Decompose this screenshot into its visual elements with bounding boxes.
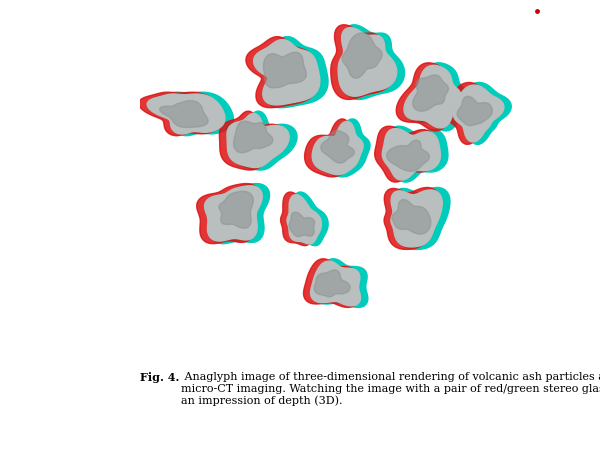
- Polygon shape: [454, 85, 504, 142]
- Polygon shape: [220, 111, 287, 170]
- Polygon shape: [304, 259, 358, 308]
- Polygon shape: [392, 199, 431, 234]
- Polygon shape: [446, 83, 501, 145]
- Polygon shape: [205, 186, 262, 241]
- Polygon shape: [281, 192, 318, 246]
- Polygon shape: [290, 192, 328, 246]
- Polygon shape: [391, 190, 442, 247]
- Polygon shape: [331, 25, 394, 99]
- Polygon shape: [233, 121, 273, 153]
- Polygon shape: [312, 121, 363, 175]
- Polygon shape: [457, 96, 493, 126]
- Polygon shape: [287, 195, 322, 244]
- Polygon shape: [311, 261, 361, 306]
- Polygon shape: [396, 63, 458, 131]
- Polygon shape: [246, 37, 318, 108]
- Polygon shape: [139, 92, 223, 136]
- Polygon shape: [289, 212, 314, 237]
- Polygon shape: [394, 188, 450, 249]
- Text: Fig. 4.: Fig. 4.: [140, 372, 179, 383]
- Polygon shape: [219, 191, 253, 228]
- Polygon shape: [341, 25, 404, 99]
- Polygon shape: [256, 37, 328, 108]
- Text: 500 μm: 500 μm: [397, 346, 442, 359]
- Text: Anaglyph image of three-dimensional rendering of volcanic ash particles after
mi: Anaglyph image of three-dimensional rend…: [181, 372, 600, 406]
- Polygon shape: [197, 184, 259, 244]
- Polygon shape: [406, 63, 469, 131]
- Polygon shape: [263, 52, 307, 88]
- Polygon shape: [404, 65, 461, 128]
- Polygon shape: [342, 33, 382, 78]
- Polygon shape: [375, 126, 438, 182]
- Polygon shape: [160, 101, 208, 128]
- Polygon shape: [413, 75, 448, 111]
- Polygon shape: [385, 126, 448, 182]
- Polygon shape: [254, 40, 320, 105]
- Polygon shape: [386, 140, 430, 172]
- Polygon shape: [384, 188, 440, 249]
- Polygon shape: [227, 113, 289, 167]
- Polygon shape: [314, 119, 370, 177]
- Polygon shape: [207, 184, 269, 244]
- Polygon shape: [229, 111, 297, 170]
- Polygon shape: [382, 128, 440, 180]
- Polygon shape: [147, 94, 225, 134]
- Polygon shape: [321, 131, 355, 163]
- Polygon shape: [457, 83, 511, 145]
- Polygon shape: [149, 92, 233, 136]
- Polygon shape: [314, 259, 368, 308]
- Polygon shape: [305, 119, 360, 177]
- Polygon shape: [338, 27, 397, 96]
- Polygon shape: [314, 270, 350, 297]
